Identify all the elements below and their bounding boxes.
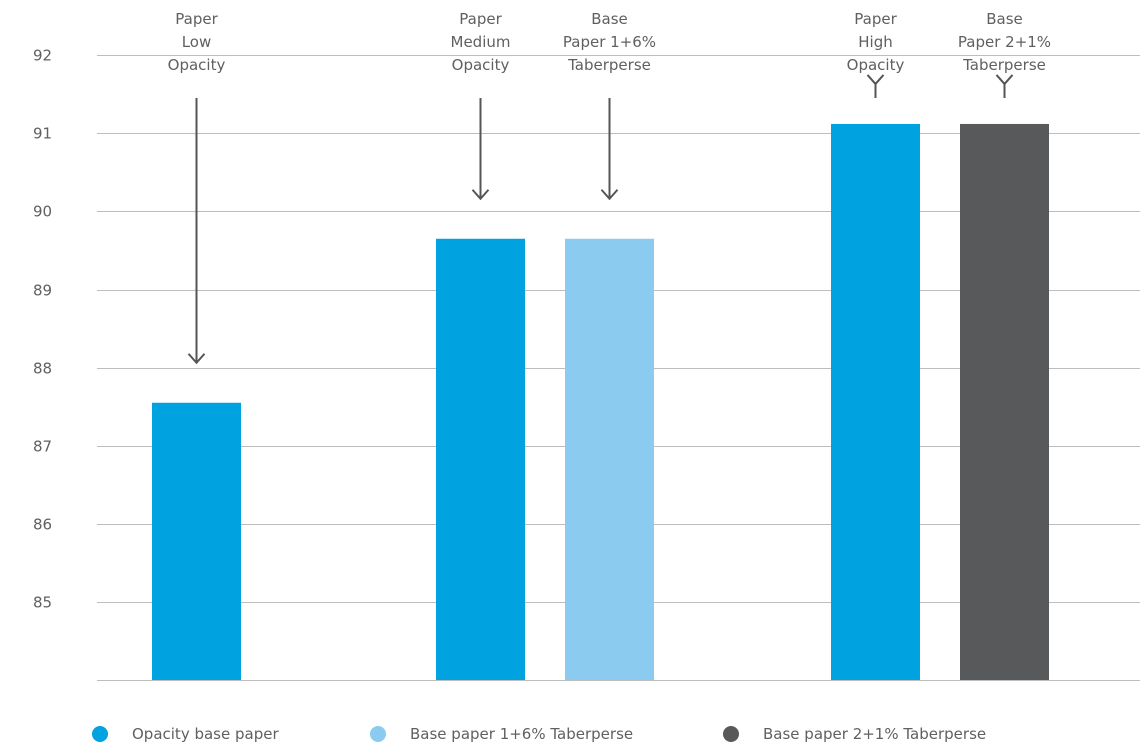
annotation-label: Opacity xyxy=(847,56,905,74)
annotation-label: Paper xyxy=(175,10,218,28)
annotation-label: Paper xyxy=(459,10,502,28)
annotation-label: Opacity xyxy=(168,56,226,74)
bar-annotations: Paper Low Opacity Paper Medium Opacity Base Pap… xyxy=(168,10,1051,365)
annotation-label: Base xyxy=(591,10,628,28)
annotation-label: Paper xyxy=(854,10,897,28)
legend-marker xyxy=(723,726,739,742)
annotation-label: High xyxy=(858,33,892,51)
bars xyxy=(152,123,1049,680)
legend-label: Base paper 2+1% Taberperse xyxy=(763,725,986,743)
y-tick-label: 89 xyxy=(33,282,52,300)
bar-opacity-base-paper-2 xyxy=(831,123,920,680)
bar-base-paper-1-6-taberperse-1 xyxy=(565,238,654,680)
annotation-label: Opacity xyxy=(452,56,510,74)
bar-base-paper-2-1-taberperse-2 xyxy=(960,123,1049,680)
annotation-label: Base xyxy=(986,10,1023,28)
legend-marker xyxy=(370,726,386,742)
legend: Opacity base paper Base paper 1+6% Taberp… xyxy=(92,725,986,743)
legend-marker xyxy=(92,726,108,742)
legend-label: Opacity base paper xyxy=(132,725,279,743)
y-axis-tick-labels: 85 86 87 88 89 90 91 92 xyxy=(33,47,52,612)
annotation-label: Low xyxy=(182,33,212,51)
annotation-label: Medium xyxy=(451,33,511,51)
annotation-label: Paper 2+1% xyxy=(958,33,1051,51)
annotation-label: Taberperse xyxy=(962,56,1046,74)
y-tick-label: 91 xyxy=(33,125,52,143)
arrow-head-icon xyxy=(866,74,885,86)
arrow-head-icon xyxy=(600,189,619,201)
bar-opacity-base-paper-1 xyxy=(436,238,525,680)
y-tick-label: 92 xyxy=(33,47,52,65)
y-tick-label: 88 xyxy=(33,360,52,378)
y-tick-label: 90 xyxy=(33,203,52,221)
arrow-head-icon xyxy=(471,189,490,201)
annotation-label: Paper 1+6% xyxy=(563,33,656,51)
arrow-head-icon xyxy=(187,353,206,365)
y-tick-label: 87 xyxy=(33,438,52,456)
legend-label: Base paper 1+6% Taberperse xyxy=(410,725,633,743)
annotation-label: Taberperse xyxy=(567,56,651,74)
y-tick-label: 86 xyxy=(33,516,52,534)
arrow-head-icon xyxy=(995,74,1014,86)
y-tick-label: 85 xyxy=(33,594,52,612)
bar-opacity-base-paper-0 xyxy=(152,402,241,680)
